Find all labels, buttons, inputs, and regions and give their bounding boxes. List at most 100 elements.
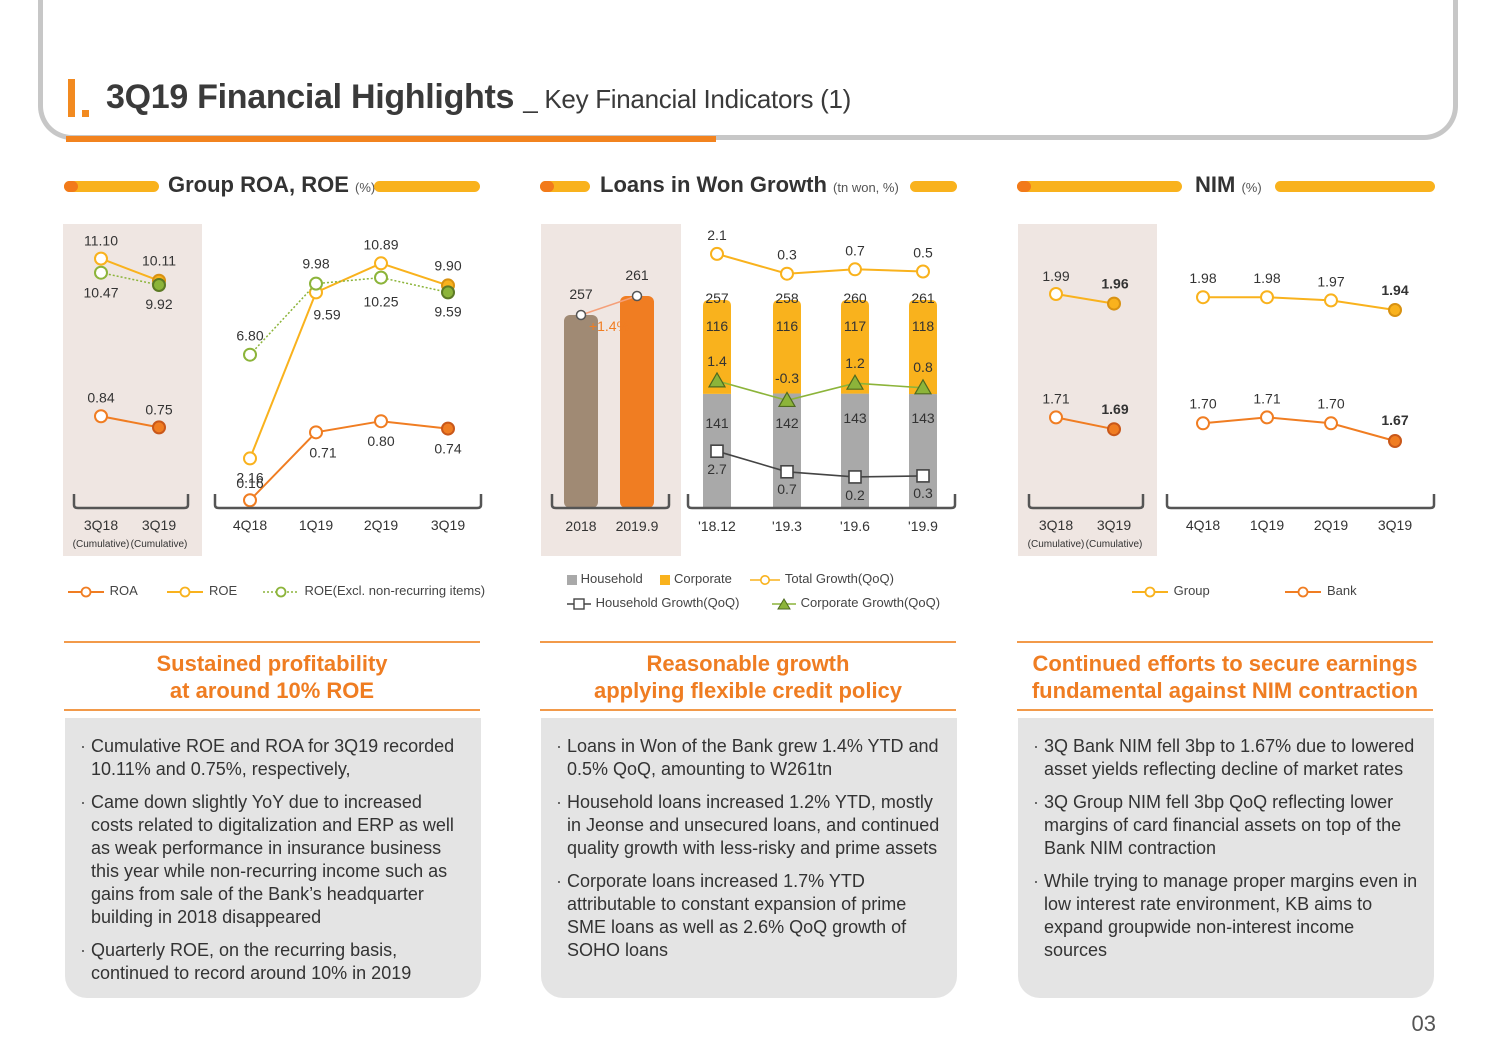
household-bar-label: 142 [775,415,799,431]
legend-corporate-swatch-icon [660,574,671,585]
cumulative-roe-data-label: 10.11 [142,253,176,269]
household-bar [773,393,801,508]
nim-cumulative-x-tick-label: 3Q18 [1039,517,1073,533]
annual-loan-bar [620,296,654,508]
nim-quarterly-group-point [1388,303,1402,317]
loans-message: Reasonable growth applying flexible cred… [540,641,956,711]
page-number: 03 [1411,1011,1436,1036]
corporate-bar [841,300,869,394]
cumulative-roa-point [94,409,108,424]
quarterly-roe-excl-non-recurring-items-data-label: 6.80 [236,328,263,344]
nim-quarterly-bank-data-label: 1.67 [1381,412,1408,428]
household-growth-label: 0.7 [777,481,797,497]
total-growth-label: 0.3 [777,247,797,263]
bullet-item: Loans in Won of the Bank grew 1.4% YTD a… [556,735,943,781]
roa-roe-unit: (%) [355,180,376,195]
total-loan-label: 260 [843,290,867,306]
legend-corporate-growth-marker-icon [772,597,797,610]
household-bar-label: 143 [843,410,867,426]
cumulative-roe-line [100,257,160,282]
household-bar [841,393,869,508]
legend-group-marker-icon [1132,586,1168,597]
nim-quarterly-group-point [1196,290,1210,305]
nim-message-line2: fundamental against NIM contraction [1031,678,1419,703]
legend-roa: ROA [66,583,138,598]
loans-unit: (tn won, %) [833,180,899,195]
nim-cumulative-group-data-label: 1.99 [1042,268,1069,284]
nim-cumulative-bank-line [1055,416,1115,431]
nim-section-head: NIM (%) [1017,172,1435,202]
title-roman-mark [68,79,75,117]
legend-roe-label: ROE [209,583,238,598]
corporate-bar [909,300,937,395]
quarterly-roa-point [309,425,323,440]
roa-roe-section-head: Group ROA, ROE (%) [64,172,482,202]
household-growth-point [916,469,930,483]
roa-roe-section-title: Group ROA, ROE (%) [168,172,375,198]
quarterly-roa-line [249,420,449,501]
roa-roe-legend: ROA ROE ROE(Excl. non-recurring items) [66,583,485,598]
nim-quarterly-bank-point [1324,416,1338,431]
quarterly-x-tick-label: '19.3 [772,518,802,534]
household-bar-label: 141 [705,415,729,431]
nim-cumulative-bank-point [1049,410,1063,425]
legend-roe-excl-marker-icon [262,586,299,597]
cumulative-roe-excl-non-recurring-items-data-label: 10.47 [83,285,118,301]
quarterly-roe-excl-non-recurring-items-point [441,285,455,300]
loans-section-head: Loans in Won Growth (tn won, %) [540,172,958,202]
bullet-item: 3Q Group NIM fell 3bp QoQ reflecting low… [1033,791,1420,860]
nim-cumulative-bracket [1027,494,1145,510]
total-growth-point [780,266,794,281]
nim-cumulative-panel-bg [1018,224,1157,556]
header-accent-line [66,136,716,142]
household-growth-label: 0.2 [845,487,865,503]
roa-roe-title-text: Group ROA, ROE [168,172,349,197]
cumulative-roe-excl-non-recurring-items-data-label: 9.92 [145,296,172,312]
nim-quarterly-bank-data-label: 1.70 [1189,395,1216,411]
quarterly-roe-excl-non-recurring-items-data-label: 10.25 [363,294,398,310]
corporate-growth-point [845,373,865,390]
loans-legend-row1: Household Corporate Total Growth(QoQ) [567,571,894,586]
total-growth-point [710,246,724,261]
nim-bullets: 3Q Bank NIM fell 3bp to 1.67% due to low… [1018,718,1434,998]
cumulative-x-tick-label: 3Q19 [142,517,176,533]
title-dot-mark [82,110,89,117]
annual-loan-bar-label: 261 [625,267,649,283]
legend-roe: ROE [165,583,237,598]
legend-total-growth-marker-icon [750,574,781,585]
nim-title-text: NIM [1195,172,1236,197]
annual-loan-bar-label: 257 [569,286,593,302]
nim-quarterly-bank-data-label: 1.70 [1317,395,1344,411]
loans-message-line2: applying flexible credit policy [593,678,903,703]
corporate-growth-label: 1.2 [845,355,865,371]
corporate-bar-label: 118 [912,318,935,334]
legend-bank-label: Bank [1327,583,1357,598]
corporate-growth-point [777,391,797,408]
corporate-growth-point [913,378,933,395]
legend-total-growth: Total Growth(QoQ) [749,571,894,586]
legend-bank: Bank [1283,583,1357,598]
cumulative-roe-data-label: 11.10 [84,233,118,249]
loans-title-text: Loans in Won Growth [600,172,827,197]
quarterly-roe-excl-non-recurring-items-data-label: 9.59 [434,303,461,319]
nim-head-pill-left [1017,181,1182,192]
quarterly-x-tick-label: 1Q19 [299,517,333,533]
quarterly-roe-data-label: 9.90 [434,257,461,273]
corporate-growth-point [707,371,727,388]
legend-household: Household [567,571,643,586]
total-loan-label: 258 [775,290,799,306]
roa-roe-bullets: Cumulative ROE and ROA for 3Q19 recorded… [65,718,481,998]
quarterly-x-tick-label: '19.6 [840,518,870,534]
total-growth-label: 0.5 [913,245,933,261]
loans-annual-panel-bg [541,224,681,556]
total-growth-point [916,264,930,279]
nim-quarterly-group-point [1260,290,1274,305]
page-title: 3Q19 Financial Highlights _ Key Financia… [106,78,851,117]
nim-quarterly-bank-data-label: 1.71 [1253,390,1280,406]
loans-head-pill-left [540,181,590,192]
quarterly-roa-data-label: 0.71 [309,444,336,460]
annual-growth-point [631,290,643,302]
nim-quarterly-bank-point [1388,434,1402,448]
total-growth-label: 0.7 [845,242,865,258]
nim-cumulative-bank-point [1107,422,1121,437]
